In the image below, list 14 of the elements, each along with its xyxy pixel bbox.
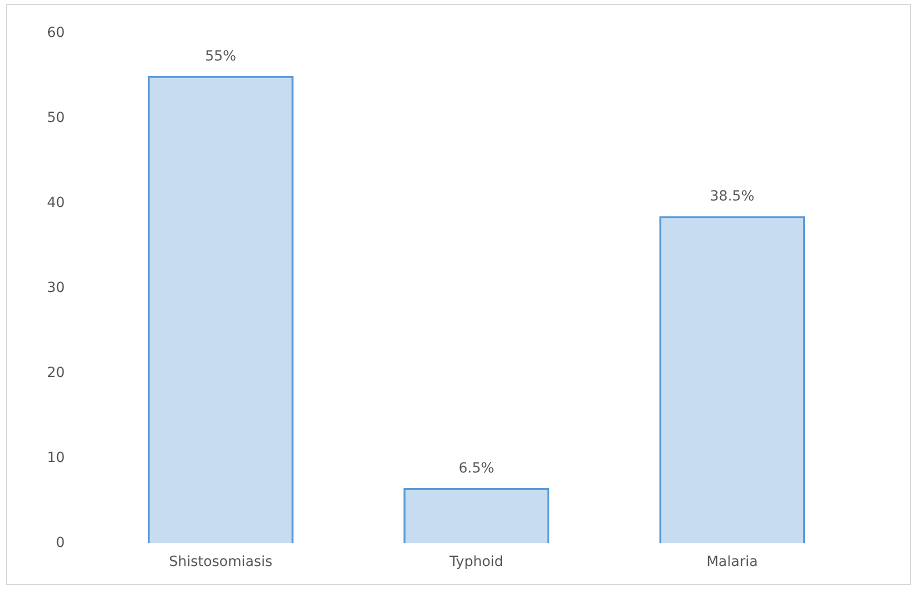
data-label: 6.5% [458,460,494,477]
y-tick-label: 40 [46,194,65,211]
y-tick-label: 50 [46,110,65,126]
x-tick-label: Shistosomiasis [168,554,272,570]
y-tick-label: 30 [46,280,65,296]
data-label: 38.5% [710,188,754,205]
x-tick-label: Typhoid [448,554,504,570]
data-label: 55% [205,48,236,65]
y-tick-label: 10 [46,450,65,466]
bar [404,488,550,544]
y-tick-label: 20 [46,364,65,381]
y-tick-label: 60 [46,25,65,42]
x-tick-label: Malaria [706,554,758,570]
y-tick-label: 0 [56,534,65,551]
